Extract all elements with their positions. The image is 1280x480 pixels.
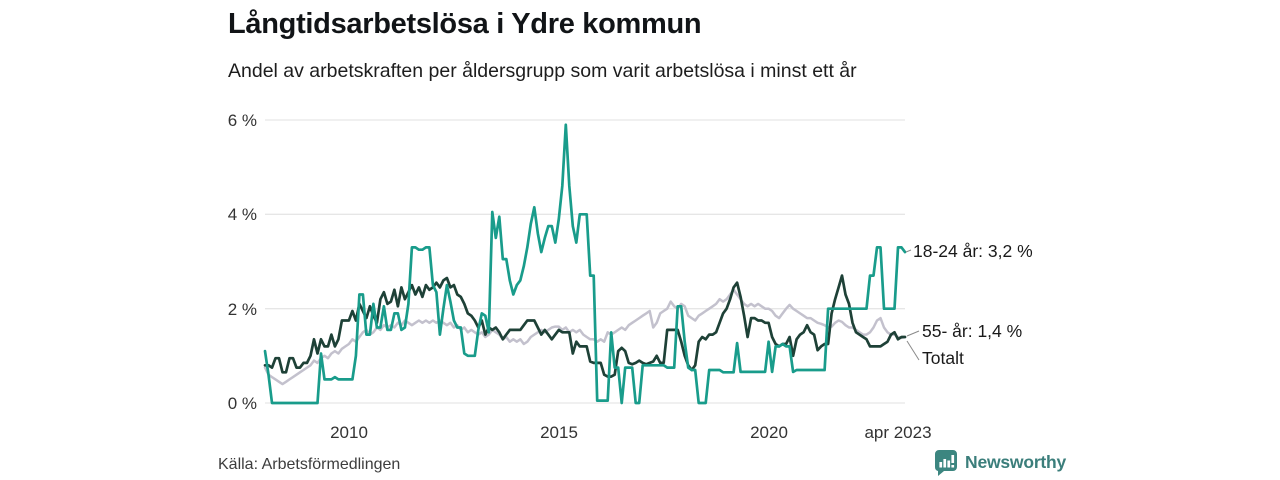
leader-18-24 (905, 249, 912, 253)
series-totalt (263, 288, 907, 386)
series-end-labels: 18-24 år: 3,2 % 55- år: 1,4 % Totalt (913, 241, 1033, 368)
chart-subtitle: Andel av arbetskraften per åldersgrupp s… (228, 60, 857, 82)
y-tick-6: 6 % (228, 111, 257, 130)
series-55-ar (263, 274, 907, 378)
end-label-55: 55- år: 1,4 % (922, 321, 1022, 341)
leader-totalt (906, 340, 920, 361)
x-tick-2010: 2010 (330, 423, 368, 442)
x-axis-labels: 2010 2015 2020 apr 2023 (330, 423, 931, 442)
x-tick-2015: 2015 (540, 423, 578, 442)
y-tick-2: 2 % (228, 300, 257, 319)
gridlines (265, 119, 905, 404)
y-axis-labels: 0 % 2 % 4 % 6 % (228, 111, 257, 413)
x-tick-2020: 2020 (750, 423, 788, 442)
page-title: Långtidsarbetslösa i Ydre kommun (228, 8, 702, 40)
newsworthy-wordmark: Newsworthy (965, 452, 1067, 472)
y-tick-0: 0 % (228, 394, 257, 413)
leader-lines (905, 249, 920, 361)
newsworthy-logo-link[interactable]: Newsworthy (934, 449, 1066, 476)
end-label-18-24: 18-24 år: 3,2 % (913, 241, 1033, 261)
series-lines (263, 123, 907, 405)
y-tick-4: 4 % (228, 205, 257, 224)
newsworthy-icon (934, 450, 957, 476)
source-note: Källa: Arbetsförmedlingen (218, 456, 401, 473)
end-label-totalt: Totalt (922, 348, 964, 368)
series-18-24-ar (263, 123, 907, 405)
x-tick-apr-2023: apr 2023 (864, 423, 931, 442)
leader-55 (906, 330, 920, 337)
